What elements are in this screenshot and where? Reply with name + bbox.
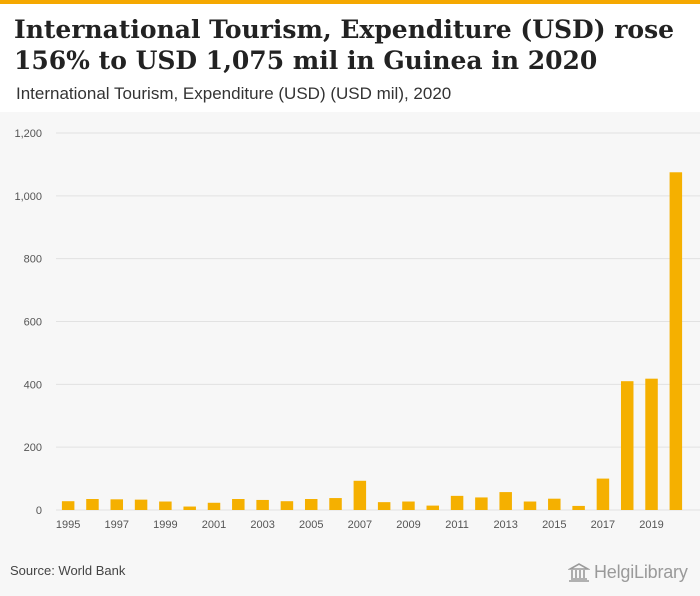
- bar: [329, 498, 342, 510]
- x-tick-label: 2019: [639, 519, 663, 531]
- x-tick-label: 2013: [493, 519, 517, 531]
- bar: [304, 499, 318, 510]
- bar: [353, 480, 367, 510]
- bar: [426, 505, 440, 510]
- bar: [475, 497, 488, 510]
- bar: [280, 501, 294, 510]
- y-tick-label: 200: [24, 442, 42, 454]
- helgi-library-logo: HelgiLibrary: [568, 560, 688, 584]
- x-tick-label: 2011: [445, 519, 469, 531]
- x-tick-label: 2005: [299, 519, 323, 531]
- x-tick-label: 2001: [202, 519, 226, 531]
- source-note: Source: World Bank: [10, 563, 126, 578]
- bar: [620, 381, 634, 510]
- x-tick-label: 2007: [348, 519, 372, 531]
- bar: [207, 502, 221, 510]
- logo-wordmark: HelgiLibrary: [594, 561, 688, 582]
- bar: [450, 495, 464, 510]
- bar: [61, 501, 75, 510]
- y-tick-label: 400: [24, 379, 42, 391]
- x-tick-label: 2015: [542, 519, 566, 531]
- y-tick-label: 1,200: [14, 128, 42, 140]
- bar: [596, 478, 610, 510]
- bar: [669, 172, 683, 511]
- x-tick-label: 2017: [591, 519, 615, 531]
- bar: [183, 506, 196, 510]
- bar: [523, 501, 537, 510]
- bar: [548, 498, 561, 510]
- bar: [402, 501, 415, 510]
- bar-chart: 0 200 400 600 800 1,000 1,200 1995 1997 1999 2001 2…: [14, 128, 700, 531]
- bar: [86, 499, 99, 510]
- chart-title: International Tourism, Expenditure (USD)…: [14, 15, 675, 75]
- bar: [572, 505, 585, 510]
- library-building-icon: [568, 563, 590, 582]
- y-tick-label: 1,000: [14, 191, 42, 203]
- x-tick-label: 2009: [396, 519, 420, 531]
- bar: [645, 378, 658, 510]
- plot-area: 0 200 400 600 800 1,000 1,200 1995 1997 1999 2001 2…: [0, 112, 700, 596]
- y-tick-label: 600: [24, 317, 42, 329]
- bar: [134, 499, 148, 510]
- bar: [499, 492, 512, 510]
- x-tick-label: 1995: [56, 519, 80, 531]
- bar: [159, 501, 172, 510]
- x-tick-label: 1999: [153, 519, 177, 531]
- bar: [377, 502, 391, 510]
- chart-header: International Tourism, Expenditure (USD)…: [0, 4, 700, 112]
- bar: [256, 499, 269, 510]
- y-tick-label: 800: [24, 254, 42, 266]
- y-tick-label: 0: [36, 505, 42, 517]
- bar: [232, 499, 245, 510]
- bar: [110, 499, 124, 510]
- x-tick-label: 1997: [105, 519, 129, 531]
- chart-subtitle: International Tourism, Expenditure (USD)…: [16, 84, 452, 103]
- top-accent-rule: [0, 0, 700, 4]
- x-tick-label: 2003: [250, 519, 274, 531]
